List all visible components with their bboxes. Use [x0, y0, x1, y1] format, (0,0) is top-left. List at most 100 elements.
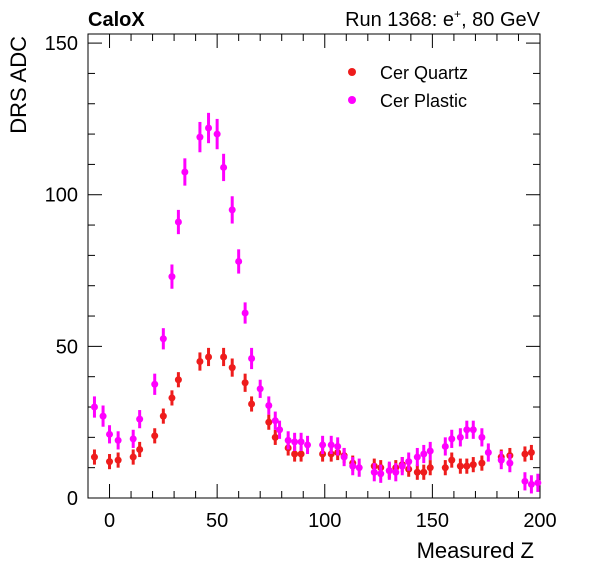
cer-quartz-point [426, 464, 434, 472]
cer-plastic-point [181, 168, 189, 176]
x-tick-label: 50 [206, 510, 228, 532]
cer-plastic-point [304, 441, 312, 449]
cer-plastic-point [506, 459, 514, 467]
cer-plastic-point [370, 468, 378, 476]
cer-plastic-point [441, 442, 449, 450]
cer-plastic-point [235, 257, 243, 265]
cer-plastic-point [174, 218, 182, 226]
cer-plastic-point [527, 480, 535, 488]
cer-plastic-point [106, 430, 114, 438]
cer-plastic-point [291, 438, 299, 446]
cer-quartz-point [291, 450, 299, 458]
cer-plastic-point [398, 462, 406, 470]
cer-plastic-point [448, 435, 456, 443]
cer-quartz-point [456, 462, 464, 470]
data-marks [90, 112, 542, 494]
cer-plastic-point [256, 385, 264, 393]
cer-plastic-point [271, 417, 279, 425]
cer-plastic-point [469, 426, 477, 434]
cer-plastic-point [241, 309, 249, 317]
cer-plastic-point [159, 335, 167, 343]
plot-frame [87, 33, 541, 499]
cer-quartz-point [527, 449, 535, 457]
cer-plastic-point [413, 453, 421, 461]
tick-labels: 0 50 100 150 200 0 50 100 150 [45, 33, 557, 532]
cer-plastic-point [340, 453, 348, 461]
cer-quartz-point [248, 400, 256, 408]
cer-quartz-point [469, 461, 477, 469]
cer-plastic-point [129, 435, 137, 443]
cer-quartz-point [129, 453, 137, 461]
cer-plastic-point [478, 433, 486, 441]
cer-plastic-point [385, 467, 393, 475]
cer-quartz-point [90, 453, 98, 461]
cer-plastic-point [456, 433, 464, 441]
cer-quartz-point [478, 459, 486, 467]
cer-quartz-point [196, 358, 204, 366]
cer-plastic-point [319, 441, 327, 449]
cer-plastic-point [90, 403, 98, 411]
cer-plastic-point [463, 426, 471, 434]
y-tick-label: 150 [45, 33, 78, 55]
run-label: Run 1368: e+, 80 GeV [345, 7, 541, 31]
cer-quartz-point [228, 364, 236, 372]
cer-plastic-point [405, 458, 413, 466]
cer-quartz-point [463, 462, 471, 470]
cer-quartz-point [420, 468, 428, 476]
x-axis-label: Measured Z [417, 538, 534, 563]
cer-plastic-point [276, 426, 284, 434]
cer-quartz-point [521, 450, 529, 458]
cer-plastic-point [213, 130, 221, 138]
cer-plastic-point [484, 449, 492, 457]
legend: Cer Quartz Cer Plastic [348, 63, 468, 111]
cer-plastic-point [99, 412, 107, 420]
y-tick-label: 100 [45, 185, 78, 207]
legend-label-cer-quartz: Cer Quartz [380, 63, 468, 83]
cer-plastic-point [114, 436, 122, 444]
cer-quartz-point [220, 353, 228, 361]
x-tick-label: 150 [416, 510, 449, 532]
y-axis-label: DRS ADC [6, 36, 31, 134]
cer-plastic-point [265, 402, 273, 410]
cer-quartz-point [241, 379, 249, 387]
legend-marker-cer-plastic [348, 96, 356, 104]
cer-plastic-point [521, 477, 529, 485]
cer-plastic-point [392, 468, 400, 476]
cer-plastic-point [534, 479, 542, 487]
cer-quartz-point [106, 458, 114, 466]
cer-quartz-point [448, 456, 456, 464]
cer-plastic-point [220, 163, 228, 171]
legend-marker-cer-quartz [348, 68, 356, 76]
cer-quartz-point [114, 456, 122, 464]
cer-plastic-point [284, 436, 292, 444]
cer-plastic-point [168, 273, 176, 281]
cer-quartz-point [413, 468, 421, 476]
cer-plastic-point [151, 380, 159, 388]
cer-quartz-point [271, 433, 279, 441]
cer-plastic-point [297, 438, 305, 446]
cer-plastic-point [426, 447, 434, 455]
cer-quartz-point [205, 353, 213, 361]
cer-plastic-point [497, 456, 505, 464]
legend-label-cer-plastic: Cer Plastic [380, 91, 467, 111]
cer-plastic-point [136, 415, 144, 423]
cer-quartz-point [441, 464, 449, 472]
cer-plastic-point [420, 450, 428, 458]
cer-plastic-point [334, 442, 342, 450]
cer-quartz-point [136, 445, 144, 453]
cer-quartz-point [168, 394, 176, 402]
cer-quartz-point [297, 450, 305, 458]
cer-plastic-point [377, 470, 385, 478]
cer-plastic-point [355, 464, 363, 472]
y-tick-label: 0 [67, 488, 78, 510]
cer-plastic-point [248, 354, 256, 362]
cer-plastic-point [228, 206, 236, 214]
cer-plastic-point [196, 133, 204, 141]
cer-plastic-point [327, 441, 335, 449]
axis-ticks [88, 34, 541, 499]
cer-plastic-point [349, 462, 357, 470]
x-tick-label: 200 [523, 510, 556, 532]
x-tick-label: 0 [104, 510, 115, 532]
cer-quartz-point [265, 418, 273, 426]
